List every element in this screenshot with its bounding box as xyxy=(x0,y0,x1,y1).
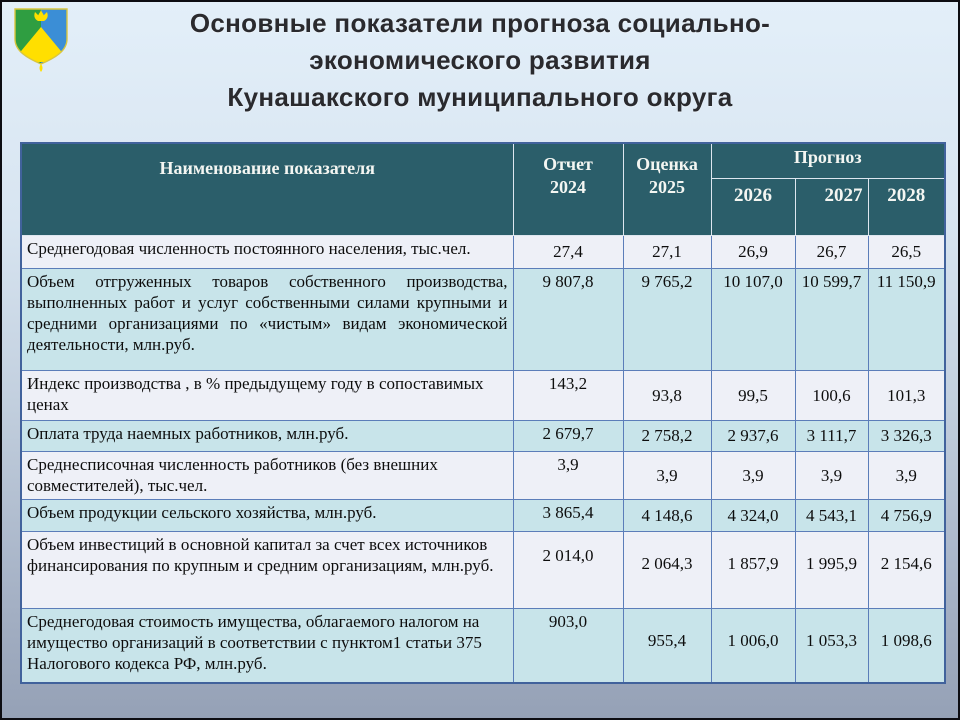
value-2027: 100,6 xyxy=(794,370,869,421)
table-row: Оплата труда наемных работников, млн.руб… xyxy=(20,420,946,452)
value-2026: 1 857,9 xyxy=(710,531,796,609)
value-2026: 1 006,0 xyxy=(710,608,796,683)
slide-title: Основные показатели прогноза социально- … xyxy=(2,5,958,116)
indicator-name: Объем отгруженных товаров собственного п… xyxy=(20,268,514,371)
indicator-name: Индекс производства , в % предыдущему го… xyxy=(20,370,514,421)
value-2024: 27,4 xyxy=(512,235,624,269)
value-2027: 3,9 xyxy=(794,451,869,500)
value-2026: 10 107,0 xyxy=(710,268,796,371)
indicator-name: Объем продукции сельского хозяйства, млн… xyxy=(20,499,514,532)
indicator-name: Среднегодовая численность постоянного на… xyxy=(20,235,514,269)
value-2028: 11 150,9 xyxy=(867,268,946,371)
header-indicator-name: Наименование показателя xyxy=(20,142,514,236)
value-2024: 2 679,7 xyxy=(512,420,624,452)
value-2026: 2 937,6 xyxy=(710,420,796,452)
value-2026: 3,9 xyxy=(710,451,796,500)
value-2024: 3,9 xyxy=(512,451,624,500)
table-row: Объем инвестиций в основной капитал за с… xyxy=(20,531,946,609)
header-estimate-label: Оценка xyxy=(636,154,698,174)
indicator-name: Среднегодовая стоимость имущества, облаг… xyxy=(20,608,514,683)
value-2027: 4 543,1 xyxy=(794,499,869,532)
value-2026: 99,5 xyxy=(710,370,796,421)
table-row: Среднегодовая численность постоянного на… xyxy=(20,235,946,269)
header-report-year: 2024 xyxy=(550,177,586,197)
value-2028: 101,3 xyxy=(867,370,946,421)
title-line-1: Основные показатели прогноза социально- xyxy=(189,8,771,38)
value-2028: 26,5 xyxy=(867,235,946,269)
table-row: Объем отгруженных товаров собственного п… xyxy=(20,268,946,371)
value-2028: 4 756,9 xyxy=(867,499,946,532)
header-report-label: Отчет xyxy=(543,154,593,174)
value-2024: 9 807,8 xyxy=(512,268,624,371)
value-2024: 903,0 xyxy=(512,608,624,683)
value-2026: 4 324,0 xyxy=(710,499,796,532)
title-line-3: Кунашакского муниципального округа xyxy=(227,82,733,112)
header-report-2024: Отчет 2024 xyxy=(512,142,624,236)
value-2027: 1 995,9 xyxy=(794,531,869,609)
value-2024: 143,2 xyxy=(512,370,624,421)
title-line-2: экономического развития xyxy=(309,45,651,75)
value-2026: 26,9 xyxy=(710,235,796,269)
table-row: Индекс производства , в % предыдущему го… xyxy=(20,370,946,421)
table-row: Объем продукции сельского хозяйства, млн… xyxy=(20,499,946,532)
table-row: Среднесписочная численность работников (… xyxy=(20,451,946,500)
value-2028: 1 098,6 xyxy=(867,608,946,683)
table-row: Среднегодовая стоимость имущества, облаг… xyxy=(20,608,946,683)
header-year-2028: 2028 xyxy=(867,178,946,236)
value-2025: 2 758,2 xyxy=(622,420,712,452)
value-2025: 93,8 xyxy=(622,370,712,421)
indicator-name: Среднесписочная численность работников (… xyxy=(20,451,514,500)
value-2027: 3 111,7 xyxy=(794,420,869,452)
indicator-name: Объем инвестиций в основной капитал за с… xyxy=(20,531,514,609)
value-2024: 2 014,0 xyxy=(512,531,624,609)
value-2025: 27,1 xyxy=(622,235,712,269)
value-2027: 10 599,7 xyxy=(794,268,869,371)
value-2028: 2 154,6 xyxy=(867,531,946,609)
header-forecast: Прогноз xyxy=(710,142,946,179)
indicator-name: Оплата труда наемных работников, млн.руб… xyxy=(20,420,514,452)
coat-of-arms-icon xyxy=(12,7,70,73)
value-2024: 3 865,4 xyxy=(512,499,624,532)
value-2028: 3 326,3 xyxy=(867,420,946,452)
header-estimate-2025: Оценка 2025 xyxy=(622,142,712,236)
value-2027: 1 053,3 xyxy=(794,608,869,683)
value-2027: 26,7 xyxy=(794,235,869,269)
header-estimate-year: 2025 xyxy=(649,177,685,197)
value-2025: 2 064,3 xyxy=(622,531,712,609)
forecast-table: Наименование показателя Отчет 2024 Оценк… xyxy=(20,142,946,684)
value-2025: 9 765,2 xyxy=(622,268,712,371)
value-2025: 955,4 xyxy=(622,608,712,683)
header-year-2027: 2027 xyxy=(794,178,869,236)
forecast-table-container: Наименование показателя Отчет 2024 Оценк… xyxy=(20,142,946,684)
value-2028: 3,9 xyxy=(867,451,946,500)
value-2025: 3,9 xyxy=(622,451,712,500)
value-2025: 4 148,6 xyxy=(622,499,712,532)
header-year-2026: 2026 xyxy=(710,178,796,236)
